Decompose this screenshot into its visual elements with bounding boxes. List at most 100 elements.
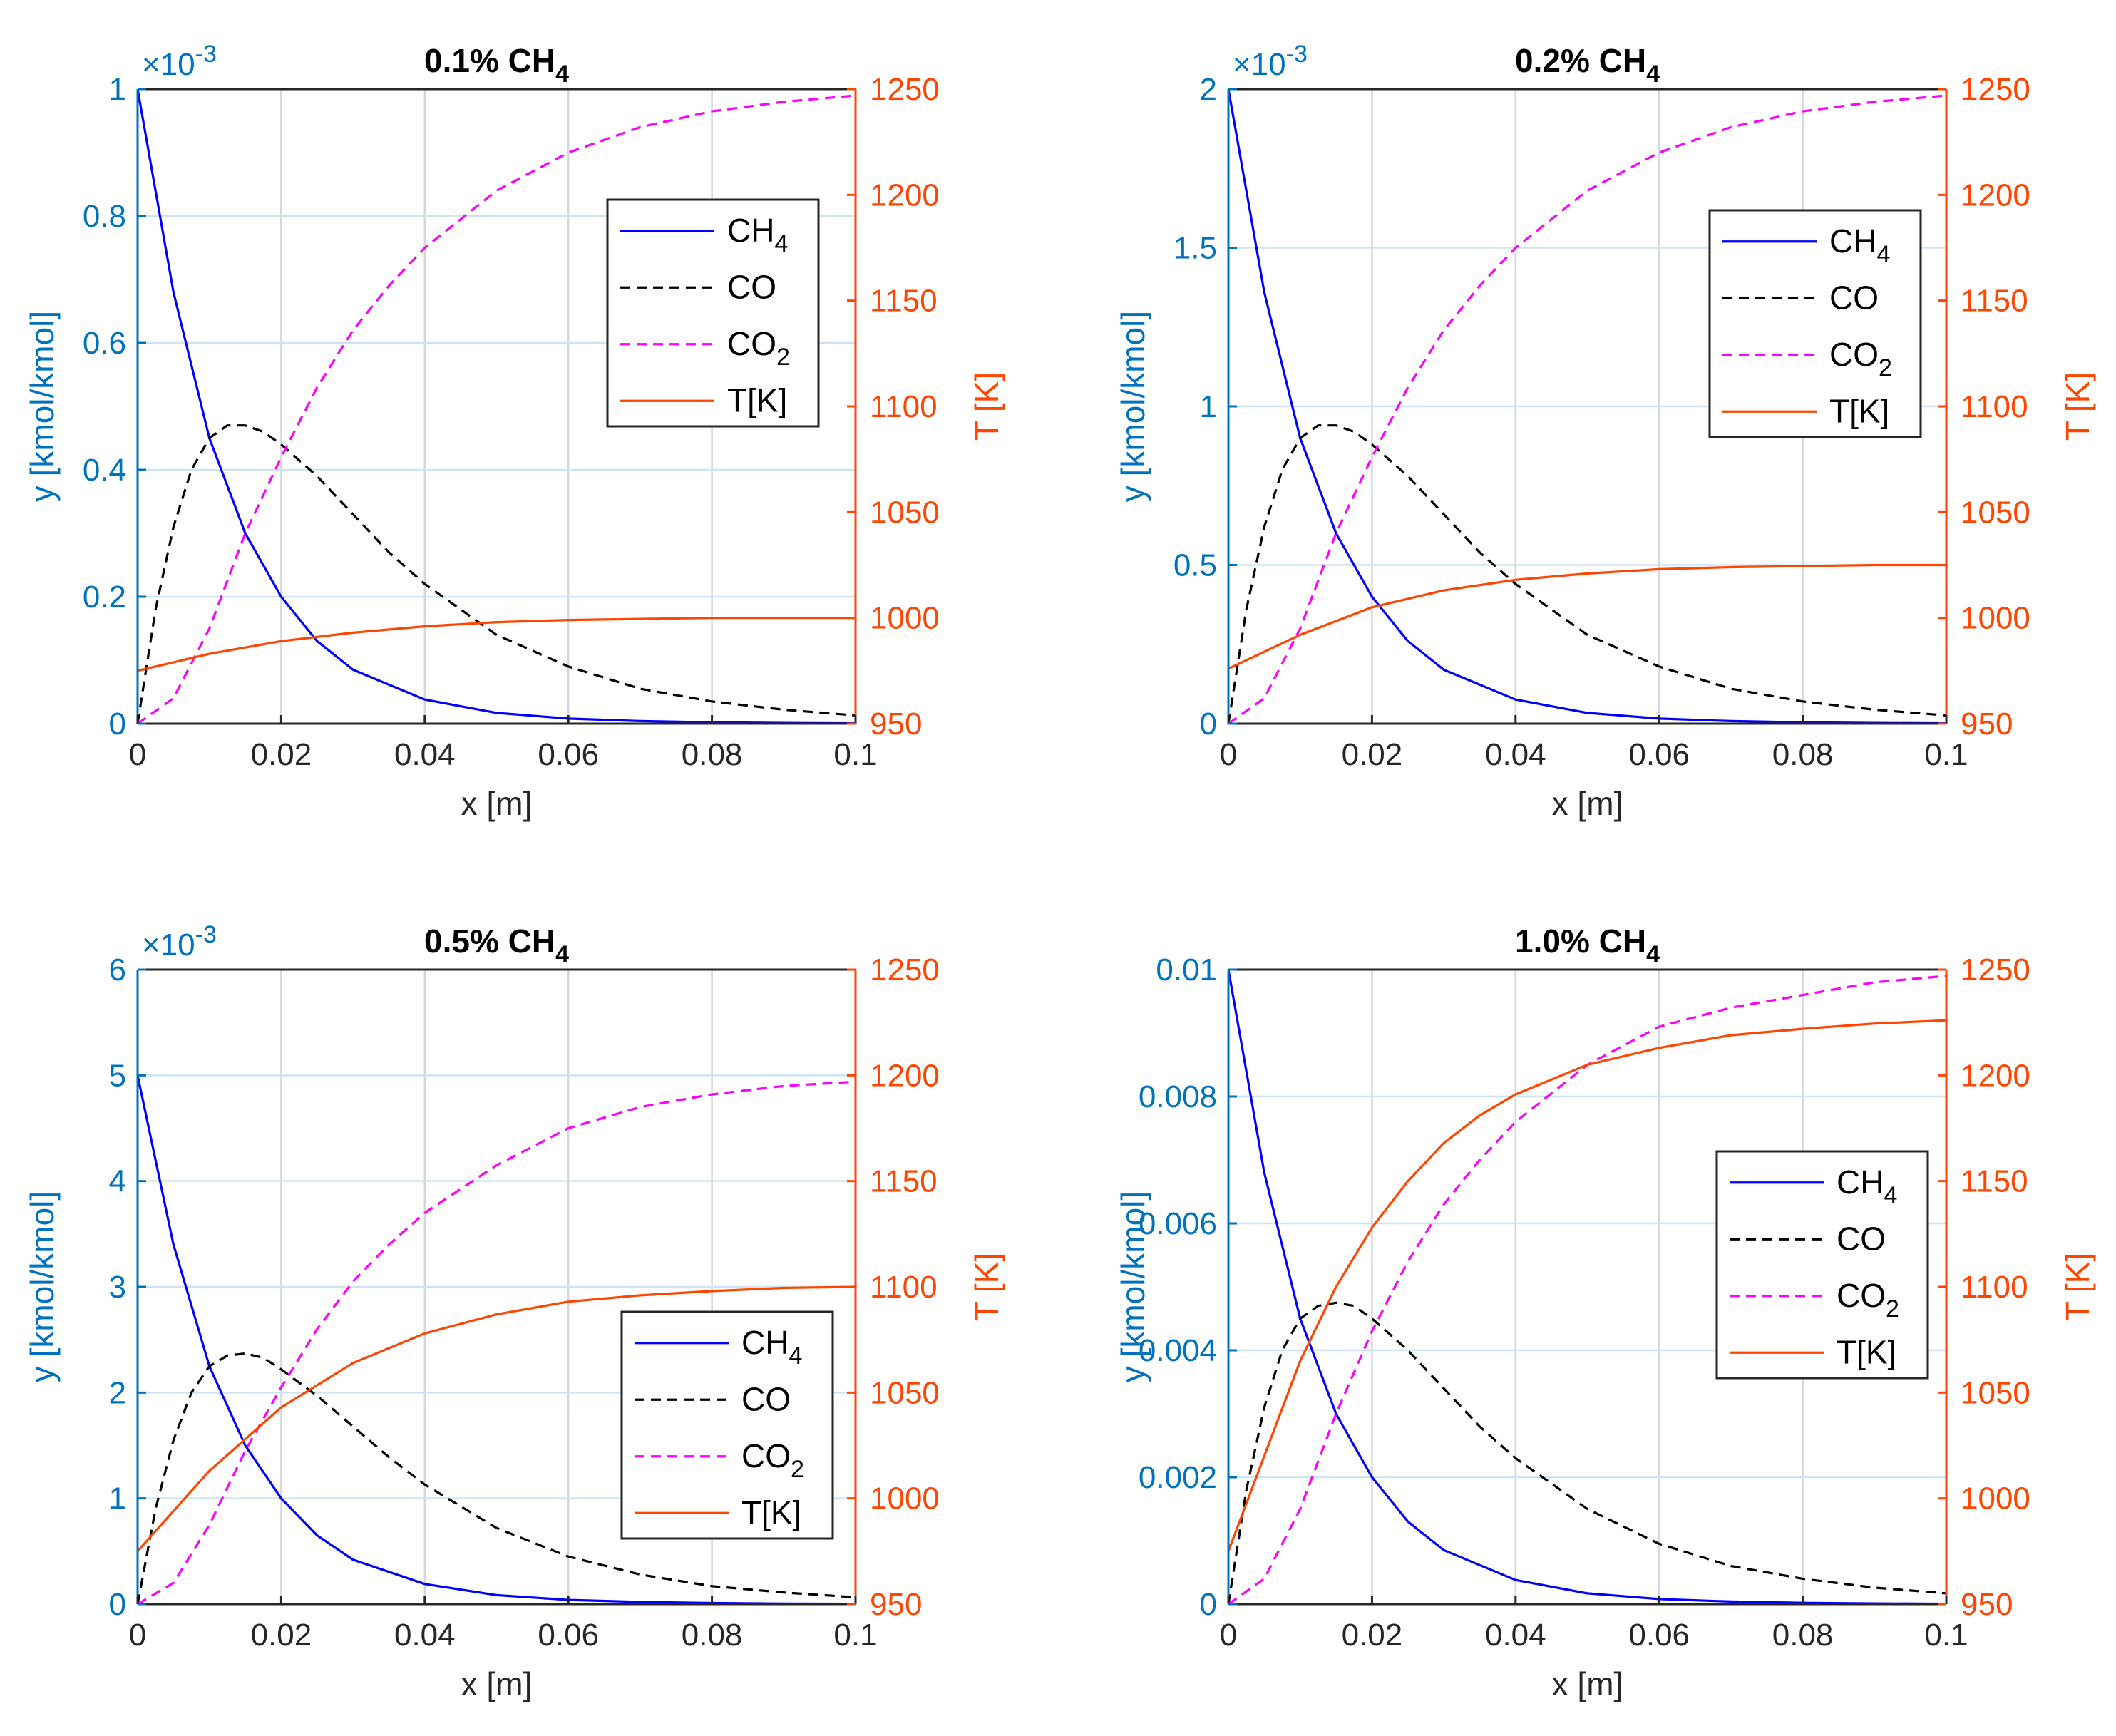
x-tick-label: 0.06 bbox=[538, 737, 599, 772]
y-tick-label: 0.5 bbox=[1173, 548, 1217, 583]
legend-label: CO bbox=[727, 268, 776, 305]
y-tick-label: 0.2 bbox=[83, 580, 126, 615]
y2-tick-label: 1000 bbox=[870, 1481, 940, 1516]
chart-title-subscript: 4 bbox=[1646, 941, 1660, 968]
chart-title-text: 1.0% CH bbox=[1515, 923, 1646, 960]
legend-label-subscript: 4 bbox=[789, 1342, 802, 1370]
y2-tick-label: 950 bbox=[1961, 1587, 2013, 1622]
exponent-power: -3 bbox=[195, 41, 217, 68]
legend-label-text: T[K] bbox=[1829, 392, 1889, 429]
legend-label-text: CO bbox=[1829, 279, 1879, 316]
y-tick-label: 0.6 bbox=[83, 326, 126, 361]
legend-label: T[K] bbox=[1829, 392, 1889, 429]
exponent-label: ×10-3 bbox=[142, 41, 217, 82]
y-tick-label: 1 bbox=[1200, 389, 1217, 424]
y2-tick-label: 1050 bbox=[870, 1375, 940, 1410]
y2-tick-label: 1050 bbox=[870, 495, 940, 530]
chart-title: 0.1% CH4 bbox=[424, 42, 569, 88]
legend-label-text: CH bbox=[1829, 222, 1876, 260]
y2-tick-label: 1250 bbox=[870, 72, 940, 107]
y-tick-label: 2 bbox=[109, 1375, 126, 1410]
chart-panel-2: 0 0.02 0.04 0.06 0.08 0.1 0 0.5 1 1.5 2 950 1000 1050… bbox=[1114, 41, 2096, 822]
exponent-base: ×10 bbox=[142, 47, 195, 82]
legend-label-text: T[K] bbox=[741, 1494, 801, 1531]
legend-label: T[K] bbox=[741, 1494, 801, 1531]
legend-label-text: CO bbox=[1829, 336, 1879, 373]
x-axis-label: x [m] bbox=[1552, 785, 1623, 822]
legend-label: CO bbox=[741, 1380, 791, 1417]
y-tick-label: 0 bbox=[1200, 1587, 1217, 1622]
legend-label: T[K] bbox=[1837, 1333, 1896, 1370]
y2-tick-label: 1250 bbox=[870, 952, 940, 987]
y2-tick-label: 1000 bbox=[1961, 601, 2030, 636]
legend-box bbox=[620, 1310, 834, 1540]
y2-tick-label: 1150 bbox=[1961, 284, 2028, 319]
x-tick-label: 0.02 bbox=[251, 1618, 312, 1653]
x-tick-label: 0.1 bbox=[833, 737, 877, 772]
chart-title-text: 0.1% CH bbox=[424, 42, 555, 79]
legend-box bbox=[1708, 209, 1922, 438]
x-tick-label: 0 bbox=[129, 1618, 146, 1653]
x-tick-label: 0.04 bbox=[394, 1618, 456, 1653]
y2-tick-label: 1000 bbox=[1961, 1481, 2030, 1516]
x-tick-label: 0.02 bbox=[1342, 1618, 1403, 1653]
exponent-power: -3 bbox=[195, 921, 217, 948]
legend-box bbox=[606, 198, 820, 428]
x-tick-label: 0.06 bbox=[538, 1618, 599, 1653]
legend-label: CO bbox=[1837, 1220, 1886, 1257]
legend-label-text: T[K] bbox=[1837, 1333, 1896, 1370]
series-line-co2 bbox=[137, 94, 856, 725]
x-tick-label: 0.1 bbox=[1924, 1618, 1968, 1653]
y-axis-label: y [kmol/kmol] bbox=[1114, 311, 1151, 502]
y-axis-label: y [kmol/kmol] bbox=[1114, 1191, 1151, 1382]
x-tick-label: 0.04 bbox=[1485, 737, 1546, 772]
y-tick-label: 0 bbox=[109, 707, 126, 741]
y2-tick-label: 1250 bbox=[1961, 72, 2030, 107]
y2-tick-label: 1000 bbox=[870, 601, 940, 636]
y2-tick-label: 1200 bbox=[870, 1058, 940, 1093]
series-line-tk bbox=[1228, 563, 1946, 670]
y-tick-label: 0.002 bbox=[1139, 1460, 1217, 1495]
y2-axis-label: T [K] bbox=[2059, 372, 2096, 441]
x-tick-label: 0.08 bbox=[682, 1618, 743, 1653]
legend-label-text: CH bbox=[727, 212, 774, 249]
y-tick-label: 0.4 bbox=[83, 453, 126, 488]
x-tick-label: 0.1 bbox=[1924, 737, 1968, 772]
exponent-power: -3 bbox=[1286, 41, 1308, 68]
y-tick-label: 0.004 bbox=[1139, 1333, 1217, 1368]
series-line-co2 bbox=[1228, 975, 1947, 1606]
series-line-co2 bbox=[1228, 94, 1947, 725]
x-tick-label: 0 bbox=[129, 737, 146, 772]
x-tick-label: 0 bbox=[1220, 1618, 1237, 1653]
legend-label-text: CO bbox=[727, 268, 776, 305]
y2-tick-label: 1100 bbox=[1961, 1270, 2028, 1305]
y2-tick-label: 1150 bbox=[870, 284, 938, 319]
y-tick-label: 0.006 bbox=[1139, 1206, 1217, 1241]
legend-label: CO2 bbox=[1829, 336, 1892, 381]
x-tick-label: 0.08 bbox=[1772, 737, 1834, 772]
y-tick-label: 0.01 bbox=[1156, 952, 1217, 987]
chart-title: 1.0% CH4 bbox=[1515, 923, 1660, 968]
legend-label-text: CO bbox=[1837, 1220, 1886, 1257]
legend-label: CH4 bbox=[1837, 1164, 1897, 1209]
legend-label-text: CO bbox=[741, 1380, 791, 1417]
y2-tick-label: 1200 bbox=[1961, 1058, 2030, 1093]
legend-label-subscript: 2 bbox=[1886, 1295, 1899, 1322]
y2-tick-label: 1250 bbox=[1961, 952, 2030, 987]
series-line-tk bbox=[137, 617, 856, 672]
y2-axis-label: T [K] bbox=[968, 1253, 1005, 1321]
legend-label-subscript: 2 bbox=[776, 344, 790, 371]
y-tick-label: 1 bbox=[109, 1481, 126, 1516]
legend-label-text: CO bbox=[1837, 1277, 1886, 1314]
exponent-label: ×10-3 bbox=[1233, 41, 1308, 82]
series-line-tk bbox=[136, 1285, 856, 1552]
legend-label-text: CH bbox=[741, 1324, 789, 1361]
y2-tick-label: 1200 bbox=[1961, 178, 2030, 212]
chart-title-subscript: 4 bbox=[1646, 61, 1660, 88]
chart-panel-1: 0 0.02 0.04 0.06 0.08 0.1 0 0.2 0.4 0.6 0.8 1 950 100… bbox=[24, 41, 1005, 822]
